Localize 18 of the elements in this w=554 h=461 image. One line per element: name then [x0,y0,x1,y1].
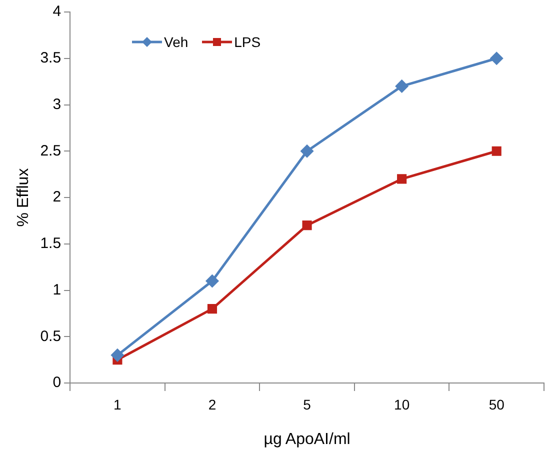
y-axis-title: % Efflux [15,168,32,227]
x-tick-label: 50 [488,396,505,412]
y-tick-label: 0.5 [40,328,62,345]
y-tick-label: 1 [52,281,62,298]
x-tick-label: 1 [114,396,122,412]
x-tick-label: 5 [303,396,312,412]
y-tick-label: 0 [52,374,62,392]
y-tick-label: 4 [52,3,62,20]
y-tick-label: 3 [52,96,62,113]
x-tick-label: 2 [208,396,216,412]
x-axis-title: µg ApoAI/ml [264,430,350,448]
y-tick-label: 2.5 [40,142,62,160]
legend-label: LPS [234,34,261,50]
y-tick-label: 3.5 [40,50,62,67]
y-tick-label: 2 [52,188,62,206]
x-tick-label: 10 [394,396,410,412]
legend-label: Veh [164,34,188,50]
y-tick-label: 1.5 [40,235,62,252]
